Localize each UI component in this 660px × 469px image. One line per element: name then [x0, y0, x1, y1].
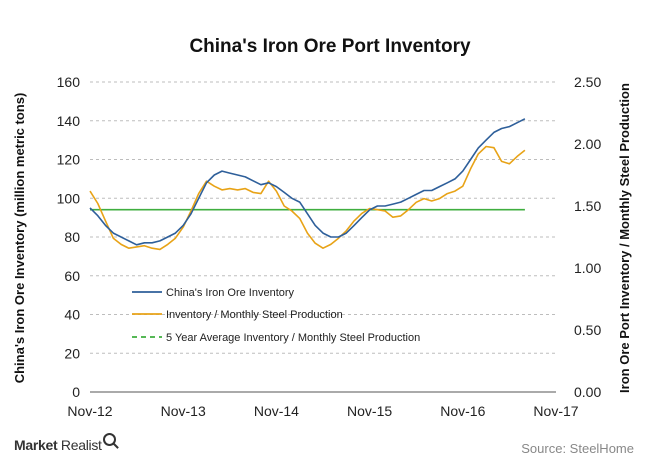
brand-name-part1: Market [14, 437, 58, 453]
series-line-1 [89, 118, 526, 246]
magnifier-icon [102, 433, 116, 446]
x-tick-label: Nov-13 [161, 403, 206, 419]
y2-tick-label: 2.50 [574, 74, 601, 90]
x-tick-label: Nov-14 [254, 403, 299, 419]
y-tick-label: 0 [72, 384, 80, 400]
y2-tick-label: 0.50 [574, 322, 601, 338]
legend-label: Inventory / Monthly Steel Production [166, 309, 343, 321]
y2-tick-label: 2.00 [574, 136, 601, 152]
series-layer [89, 118, 526, 251]
y-axis-label: China's Iron Ore Inventory (million metr… [12, 93, 27, 384]
y-axis-ticks: 0 20 40 60 80 100 120 140 160 [57, 74, 81, 400]
series-line-2 [89, 145, 526, 251]
y-tick-label: 100 [57, 190, 81, 206]
y2-tick-label: 1.50 [574, 198, 601, 214]
brand-name-part2: Realist [57, 437, 102, 453]
y-tick-label: 80 [64, 229, 80, 245]
y2-axis-label: Iron Ore Port Inventory / Monthly Steel … [617, 83, 632, 393]
x-tick-label: Nov-15 [347, 403, 392, 419]
grid [90, 81, 556, 393]
chart-title: China's Iron Ore Port Inventory [189, 36, 471, 57]
y2-tick-label: 0.00 [574, 384, 601, 400]
y-tick-label: 120 [57, 152, 81, 168]
y-tick-label: 20 [64, 345, 80, 361]
y-tick-label: 140 [57, 113, 81, 129]
y-tick-label: 160 [57, 74, 81, 90]
legend-label: 5 Year Average Inventory / Monthly Steel… [166, 332, 420, 344]
source-note: Source: SteelHome [521, 441, 634, 456]
y-tick-label: 60 [64, 268, 80, 284]
x-tick-label: Nov-17 [533, 403, 578, 419]
x-tick-label: Nov-16 [440, 403, 485, 419]
x-tick-label: Nov-12 [67, 403, 112, 419]
legend: China's Iron Ore Inventory Inventory / Mo… [132, 287, 420, 344]
y2-tick-label: 1.00 [574, 260, 601, 276]
brand-logo: Market Realist [14, 433, 116, 453]
y-tick-label: 40 [64, 307, 80, 323]
legend-label: China's Iron Ore Inventory [166, 287, 295, 299]
y2-axis-ticks: 0.00 0.50 1.00 1.50 2.00 2.50 [574, 74, 601, 400]
x-axis-ticks: Nov-12 Nov-13 Nov-14 Nov-15 Nov-16 Nov-17 [67, 403, 578, 419]
